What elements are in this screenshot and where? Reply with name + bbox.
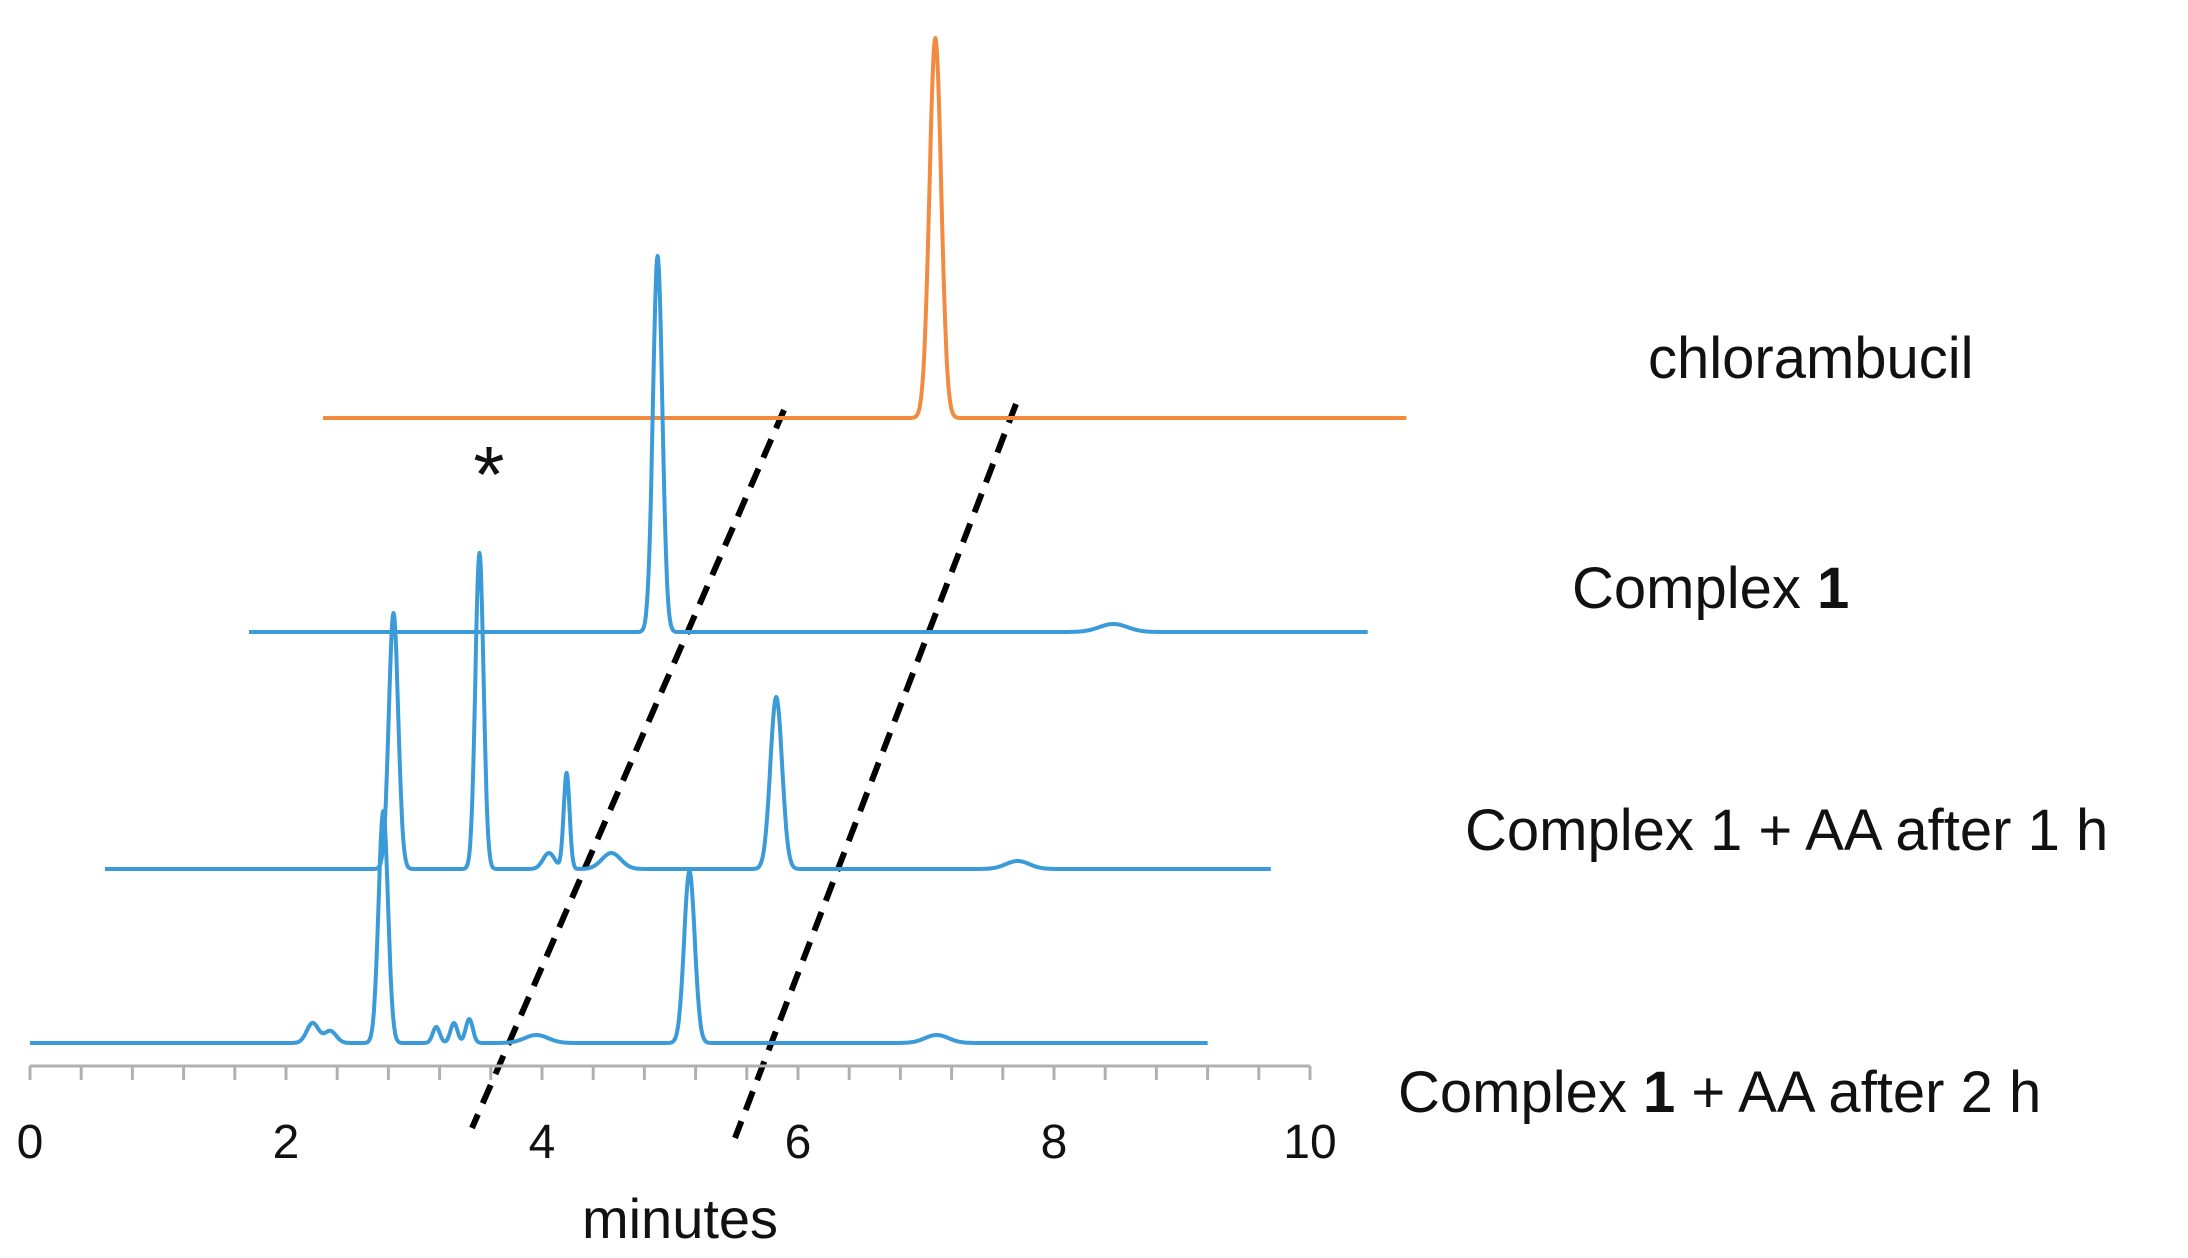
x-tick-label: 8 [1041,1116,1068,1169]
trace-line-2 [103,551,1273,871]
trace-line-0 [321,36,1408,420]
x-axis-ticks: 0 2 4 6 8 10 [17,1066,1337,1169]
trace-label-complex-1: Complex 1 [1572,556,1849,621]
dashed-guide-line-0 [469,408,787,1130]
x-tick-label: 10 [1283,1116,1336,1169]
trace-label-chlorambucil: chlorambucil [1648,326,1974,391]
trace-label-complex-1-aa-2h-text-b: + AA after 2 h [1675,1060,2041,1125]
dashed-guide-line-1 [732,402,1019,1140]
x-axis: 0 2 4 6 8 10 minutes [17,1064,1337,1250]
trace-label-complex-1-aa-2h-text-a: Complex [1398,1060,1643,1125]
peak-annotation-asterisk: * [473,430,504,519]
trace-label-complex-1-aa-1h-text: Complex 1 + AA after 1 h [1465,798,2108,863]
trace-label-complex-1-aa-2h: Complex 1 + AA after 2 h [1398,1060,2041,1125]
trace-label-complex-1-aa-2h-number: 1 [1643,1060,1675,1125]
traces [28,36,1408,1045]
trace-line-1 [247,254,1370,634]
x-tick-label: 6 [785,1116,812,1169]
trace-line-3 [28,809,1209,1045]
x-tick-label: 0 [17,1116,44,1169]
trace-label-complex-1-aa-1h: Complex 1 + AA after 1 h [1465,798,2108,863]
trace-label-complex-1-text: Complex [1572,556,1817,621]
x-tick-label: 4 [529,1116,556,1169]
guide-lines [469,402,1019,1140]
x-tick-label: 2 [273,1116,300,1169]
x-axis-title: minutes [582,1187,778,1250]
trace-label-complex-1-number: 1 [1817,556,1849,621]
